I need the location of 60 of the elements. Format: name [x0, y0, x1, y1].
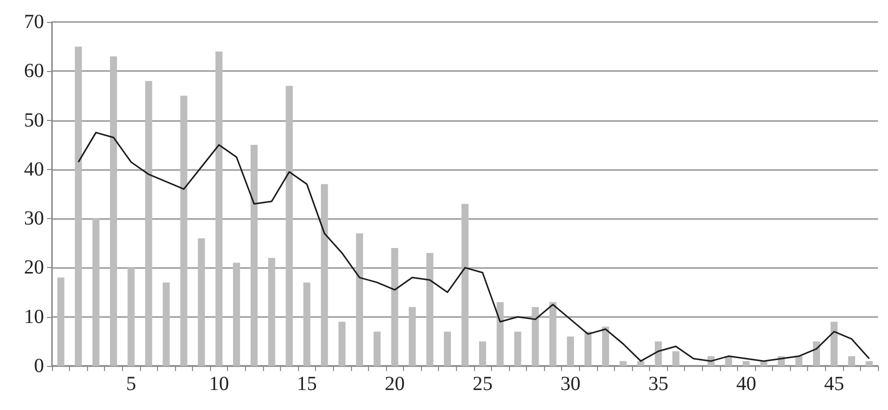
bar [57, 278, 64, 366]
bar [92, 218, 100, 366]
x-tick-label: 15 [296, 373, 317, 395]
bar [549, 302, 556, 366]
x-tick-label: 10 [208, 373, 229, 395]
bar [654, 341, 662, 366]
bar [866, 361, 873, 366]
bar [215, 51, 222, 366]
x-tick-label: 25 [472, 373, 493, 395]
bar [110, 56, 118, 366]
bar [408, 307, 416, 366]
y-tick-label: 30 [24, 208, 44, 230]
bar [479, 341, 486, 366]
bar [496, 302, 504, 366]
y-tick-label: 50 [24, 109, 44, 132]
y-tick-label: 70 [24, 11, 44, 33]
bar [338, 322, 346, 366]
bar [830, 322, 838, 366]
x-tick-label: 35 [648, 373, 668, 395]
bar [602, 326, 610, 366]
bar [374, 332, 381, 366]
bar [637, 361, 644, 366]
x-tick-label: 40 [736, 373, 756, 395]
bar [198, 238, 205, 366]
bar [356, 233, 364, 366]
bar [233, 262, 240, 366]
bar [672, 351, 680, 366]
bar [145, 80, 152, 366]
bar [620, 361, 627, 366]
bar [795, 356, 802, 366]
bar [514, 332, 522, 366]
y-tick-label: 10 [24, 306, 44, 328]
bar [444, 332, 451, 366]
x-tick-label: 20 [384, 373, 405, 395]
bar [532, 307, 539, 366]
bar [128, 268, 135, 366]
bar [461, 204, 469, 366]
bar [848, 356, 856, 366]
y-tick-label: 20 [24, 256, 44, 279]
y-tick-label: 60 [24, 60, 44, 82]
bar [320, 184, 328, 366]
bar [391, 248, 398, 366]
y-tick-label: 0 [34, 355, 44, 377]
line-series [78, 132, 870, 362]
x-tick-label: 30 [560, 373, 580, 395]
bar [286, 86, 293, 366]
x-tick-label: 45 [824, 373, 844, 395]
bar [74, 46, 82, 366]
bar [268, 258, 276, 366]
bar [812, 341, 820, 366]
x-tick-label: 5 [126, 373, 136, 395]
bar [584, 332, 592, 366]
bar [566, 336, 574, 366]
bar [162, 282, 170, 366]
y-tick-label: 40 [24, 158, 44, 180]
bar [742, 361, 750, 366]
bar [426, 252, 434, 366]
bar [180, 96, 188, 366]
bar [303, 282, 310, 366]
bar [250, 144, 258, 366]
